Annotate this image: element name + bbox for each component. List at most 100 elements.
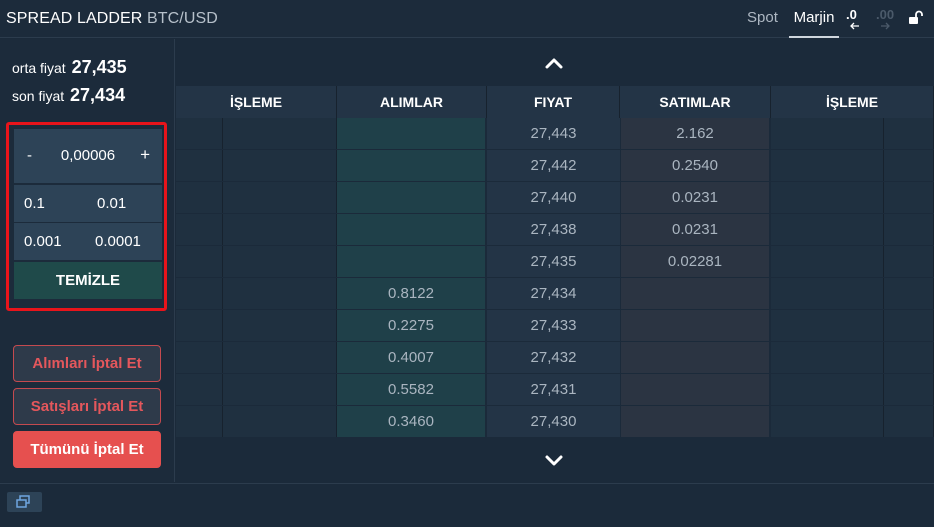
column-header[interactable]: FIYAT [487,86,620,118]
quantity-panel: - 0,00006 + 0.1 0.01 0.001 0.0001 TEMİZL… [6,122,167,311]
quantity-preset-button[interactable]: 0.0001 [85,223,162,260]
working-sell-cell[interactable] [884,214,934,245]
working-buy-cell[interactable] [176,310,223,341]
chevron-down-icon [542,455,566,475]
working-buy-cell[interactable] [176,118,223,149]
price-cell: 27,435 [487,246,620,277]
working-buy-cell[interactable] [223,374,337,405]
bid-cell[interactable] [337,150,485,181]
working-buy-cell[interactable] [223,118,337,149]
quantity-preset-button[interactable]: 0.1 [14,185,87,222]
working-sell-cell[interactable] [771,214,884,245]
control-panel: orta fiyat 27,435 son fiyat 27,434 - 0,0… [0,39,175,482]
quantity-stepper[interactable]: - 0,00006 + [14,129,162,183]
cancel-sells-button[interactable]: Satışları İptal Et [13,388,161,425]
bid-cell[interactable]: 0.2275 [337,310,485,341]
working-buy-cell[interactable] [176,342,223,373]
decrease-precision-button[interactable]: .0 [846,8,860,31]
quantity-preset-button[interactable]: 0.01 [85,185,162,222]
popout-button[interactable] [7,492,42,512]
working-sell-cell[interactable] [884,342,934,373]
bid-cell[interactable] [337,214,485,245]
price-cell: 27,442 [487,150,620,181]
tab-spot[interactable]: Spot [747,9,778,26]
bid-cell[interactable] [337,182,485,213]
last-price-label: son fiyat [12,88,65,104]
order-ladder: İŞLEME ALIMLAR FIYAT SATIMLAR İŞLEME 27,443 2.… [176,39,934,482]
bid-cell[interactable] [337,118,485,149]
cancel-buys-button[interactable]: Alımları İptal Et [13,345,161,382]
increase-precision-label: .00 [876,7,895,22]
working-buy-cell[interactable] [223,246,337,277]
last-price-value: 27,434 [70,85,126,105]
bid-cell[interactable]: 0.8122 [337,278,485,309]
working-sell-cell[interactable] [771,246,884,277]
quantity-preset-button[interactable]: 0.001 [14,223,87,260]
working-sell-cell[interactable] [771,374,884,405]
ask-cell[interactable]: 2.162 [621,118,769,149]
working-sell-cell[interactable] [884,310,934,341]
working-buy-cell[interactable] [223,310,337,341]
scroll-down-button[interactable] [542,451,566,471]
working-buy-cell[interactable] [223,342,337,373]
cancel-all-button[interactable]: Tümünü İptal Et [13,431,161,468]
working-sell-cell[interactable] [771,342,884,373]
increase-precision-button[interactable]: .00 [876,8,894,31]
working-buy-cell[interactable] [176,406,223,437]
tab-margin[interactable]: Marjin [789,9,839,38]
clear-button[interactable]: TEMİZLE [14,262,162,299]
ask-cell[interactable] [621,310,769,341]
ask-cell[interactable] [621,406,769,437]
working-buy-cell[interactable] [223,406,337,437]
unlock-icon[interactable] [908,10,924,26]
working-sell-cell[interactable] [771,406,884,437]
price-cell: 27,430 [487,406,620,437]
working-buy-cell[interactable] [223,214,337,245]
working-sell-cell[interactable] [884,182,934,213]
working-buy-cell[interactable] [223,182,337,213]
working-sell-cell[interactable] [884,118,934,149]
working-buy-cell[interactable] [176,374,223,405]
working-sell-cell[interactable] [884,246,934,277]
mid-price-value: 27,435 [71,57,127,77]
working-sell-cell[interactable] [884,406,934,437]
working-sell-cell[interactable] [884,374,934,405]
working-buy-cell[interactable] [223,150,337,181]
scroll-up-button[interactable] [542,53,566,73]
ask-cell[interactable]: 0.2540 [621,150,769,181]
price-cell: 27,431 [487,374,620,405]
column-header[interactable]: İŞLEME [176,86,337,118]
ask-cell[interactable]: 0.0231 [621,214,769,245]
arrow-left-icon [850,21,860,31]
widget-title: SPREAD LADDER BTC/USD [6,10,218,28]
working-buy-cell[interactable] [223,278,337,309]
working-sell-cell[interactable] [771,150,884,181]
ask-cell[interactable] [621,278,769,309]
bid-cell[interactable]: 0.3460 [337,406,485,437]
working-sell-cell[interactable] [771,118,884,149]
ask-cell[interactable] [621,342,769,373]
ask-cell[interactable]: 0.0231 [621,182,769,213]
column-header[interactable]: İŞLEME [771,86,934,118]
working-sell-cell[interactable] [884,150,934,181]
quantity-increase-button[interactable]: + [140,145,150,164]
bid-cell[interactable]: 0.5582 [337,374,485,405]
working-buy-cell[interactable] [176,150,223,181]
working-sell-cell[interactable] [771,278,884,309]
last-price: son fiyat 27,434 [12,85,125,106]
bid-cell[interactable]: 0.4007 [337,342,485,373]
working-sell-cell[interactable] [884,278,934,309]
ask-cell[interactable]: 0.02281 [621,246,769,277]
quantity-decrease-button[interactable]: - [27,147,32,164]
working-buy-cell[interactable] [176,214,223,245]
column-header[interactable]: SATIMLAR [620,86,771,118]
mid-price-label: orta fiyat [12,60,66,76]
column-header[interactable]: ALIMLAR [337,86,487,118]
working-buy-cell[interactable] [176,182,223,213]
working-sell-cell[interactable] [771,310,884,341]
working-buy-cell[interactable] [176,278,223,309]
ask-cell[interactable] [621,374,769,405]
bid-cell[interactable] [337,246,485,277]
working-sell-cell[interactable] [771,182,884,213]
working-buy-cell[interactable] [176,246,223,277]
